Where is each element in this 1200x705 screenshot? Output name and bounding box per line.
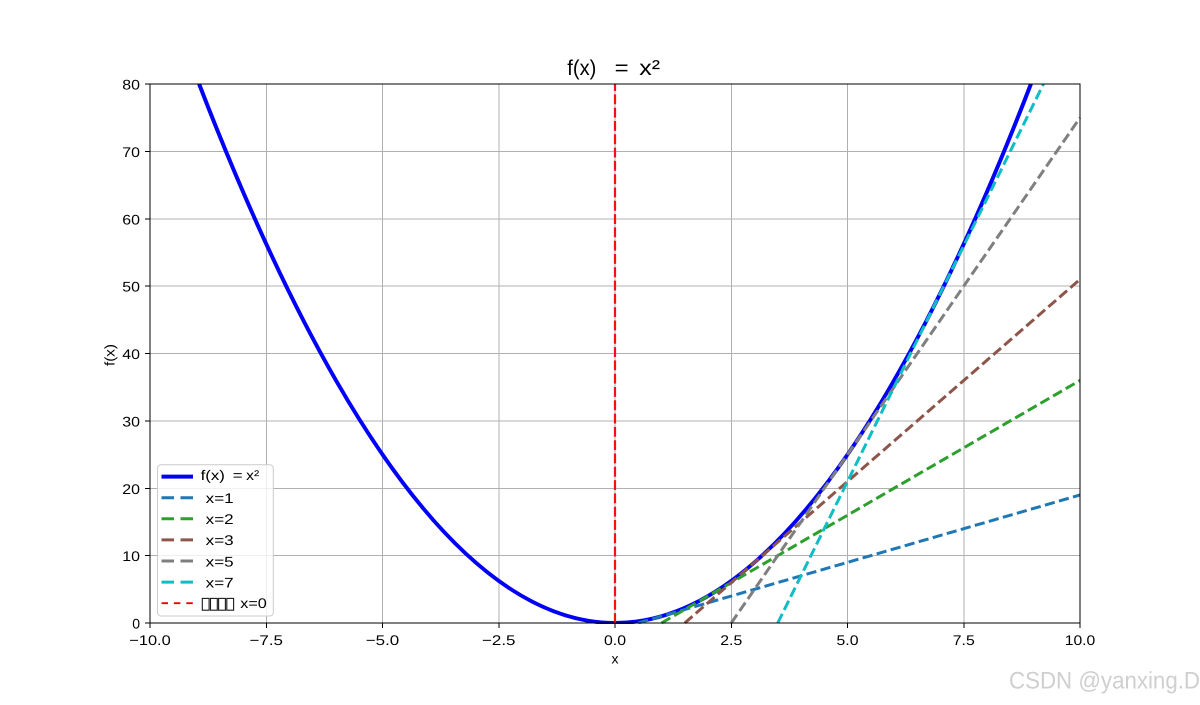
svg-text:0: 0 bbox=[132, 616, 140, 632]
svg-text:30: 30 bbox=[122, 414, 140, 430]
svg-text:=: = bbox=[615, 56, 629, 80]
svg-text:−2.5: −2.5 bbox=[482, 632, 516, 648]
svg-text:2.5: 2.5 bbox=[720, 632, 742, 648]
svg-text:10: 10 bbox=[122, 548, 140, 564]
svg-text:CSDN @yanxing.D: CSDN @yanxing.D bbox=[1010, 669, 1200, 696]
svg-text:20: 20 bbox=[122, 481, 140, 497]
svg-text:x=1: x=1 bbox=[206, 490, 234, 506]
svg-text:=: = bbox=[233, 467, 243, 483]
svg-text:−7.5: −7.5 bbox=[250, 632, 284, 648]
svg-text:f(x): f(x) bbox=[201, 467, 225, 483]
svg-text:−5.0: −5.0 bbox=[366, 632, 400, 648]
svg-text:x=0: x=0 bbox=[240, 595, 267, 611]
svg-text:f(x): f(x) bbox=[567, 56, 596, 80]
svg-text:7.5: 7.5 bbox=[953, 632, 975, 648]
svg-text:x=5: x=5 bbox=[206, 553, 234, 569]
svg-text:70: 70 bbox=[122, 144, 140, 160]
svg-text:x=2: x=2 bbox=[206, 511, 234, 527]
svg-text:−10.0: −10.0 bbox=[129, 632, 171, 648]
svg-text:5.0: 5.0 bbox=[837, 632, 859, 648]
svg-text:50: 50 bbox=[122, 279, 140, 295]
svg-text:10.0: 10.0 bbox=[1065, 632, 1096, 648]
svg-text:x=7: x=7 bbox=[206, 574, 234, 590]
svg-text:80: 80 bbox=[122, 77, 140, 93]
svg-text:x²: x² bbox=[639, 56, 660, 80]
svg-text:f(x): f(x) bbox=[102, 344, 118, 366]
svg-text:40: 40 bbox=[122, 346, 140, 362]
svg-text:x²: x² bbox=[246, 467, 259, 483]
svg-text:x=3: x=3 bbox=[206, 532, 234, 548]
svg-text:x: x bbox=[612, 650, 619, 666]
svg-text:0.0: 0.0 bbox=[604, 632, 626, 648]
svg-text:CSDN @yanxing.D: CSDN @yanxing.D bbox=[1009, 668, 1200, 695]
svg-text:60: 60 bbox=[122, 211, 140, 227]
